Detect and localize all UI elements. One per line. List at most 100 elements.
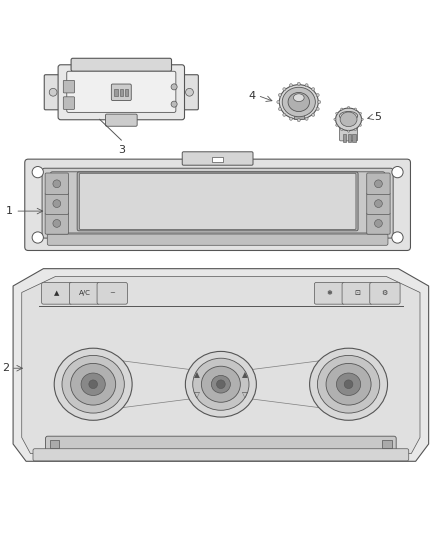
Text: 2: 2 [2, 363, 9, 373]
Bar [382, 440, 392, 448]
FancyBboxPatch shape [314, 282, 345, 304]
FancyBboxPatch shape [45, 213, 68, 234]
Circle shape [186, 88, 194, 96]
Ellipse shape [279, 93, 281, 96]
Bar [50, 440, 60, 448]
FancyBboxPatch shape [50, 172, 385, 233]
FancyBboxPatch shape [42, 282, 72, 304]
Ellipse shape [310, 348, 388, 421]
Polygon shape [22, 277, 420, 454]
Ellipse shape [312, 87, 315, 91]
Ellipse shape [288, 93, 310, 111]
Bar [114, 89, 118, 96]
FancyBboxPatch shape [367, 173, 390, 195]
Ellipse shape [336, 108, 361, 131]
Ellipse shape [305, 117, 308, 120]
Ellipse shape [340, 112, 357, 127]
Ellipse shape [334, 118, 336, 120]
Ellipse shape [354, 108, 357, 110]
Circle shape [49, 88, 57, 96]
Circle shape [374, 200, 382, 207]
Bar [120, 89, 123, 96]
Ellipse shape [71, 364, 116, 405]
Polygon shape [13, 269, 429, 461]
FancyBboxPatch shape [67, 71, 176, 112]
Ellipse shape [318, 101, 321, 103]
FancyBboxPatch shape [46, 436, 396, 451]
Ellipse shape [361, 118, 363, 120]
Ellipse shape [297, 119, 300, 122]
Ellipse shape [290, 117, 293, 120]
Polygon shape [89, 360, 353, 408]
FancyBboxPatch shape [182, 152, 253, 165]
Circle shape [32, 232, 43, 243]
Ellipse shape [290, 84, 293, 87]
Ellipse shape [354, 128, 357, 131]
FancyBboxPatch shape [106, 114, 137, 126]
FancyBboxPatch shape [339, 126, 358, 141]
FancyBboxPatch shape [367, 213, 390, 234]
Text: ▲: ▲ [194, 370, 200, 379]
Ellipse shape [339, 111, 358, 120]
Text: ▲: ▲ [54, 290, 60, 296]
Text: 4: 4 [248, 91, 255, 101]
FancyBboxPatch shape [79, 173, 356, 230]
FancyBboxPatch shape [69, 282, 100, 304]
Bar [343, 134, 346, 142]
Circle shape [374, 180, 382, 188]
Ellipse shape [282, 87, 315, 117]
Ellipse shape [212, 375, 230, 393]
Circle shape [53, 180, 61, 188]
Circle shape [89, 380, 98, 389]
FancyBboxPatch shape [367, 193, 390, 214]
FancyBboxPatch shape [58, 65, 184, 120]
Text: ❅: ❅ [327, 290, 332, 296]
Bar [348, 134, 351, 142]
FancyBboxPatch shape [47, 234, 388, 245]
Ellipse shape [283, 114, 286, 116]
FancyBboxPatch shape [42, 168, 393, 238]
Ellipse shape [293, 94, 304, 102]
FancyBboxPatch shape [370, 282, 400, 304]
Text: 3: 3 [118, 146, 125, 155]
Ellipse shape [193, 358, 249, 410]
Bar [212, 157, 223, 161]
Text: A/C: A/C [78, 290, 90, 296]
Bar [293, 111, 304, 119]
Circle shape [171, 84, 177, 90]
FancyBboxPatch shape [25, 159, 410, 251]
FancyBboxPatch shape [44, 75, 62, 110]
FancyBboxPatch shape [45, 193, 68, 214]
Ellipse shape [54, 348, 132, 421]
FancyBboxPatch shape [33, 449, 409, 461]
Ellipse shape [283, 87, 286, 91]
FancyBboxPatch shape [97, 282, 127, 304]
Ellipse shape [201, 366, 240, 402]
Ellipse shape [359, 112, 361, 115]
Ellipse shape [316, 108, 319, 110]
Bar [353, 134, 356, 142]
Ellipse shape [297, 82, 300, 85]
Ellipse shape [341, 128, 343, 131]
Ellipse shape [279, 85, 318, 119]
Circle shape [53, 220, 61, 227]
FancyBboxPatch shape [111, 84, 131, 101]
Ellipse shape [336, 124, 338, 126]
Ellipse shape [359, 124, 361, 126]
Circle shape [216, 380, 225, 389]
Circle shape [53, 200, 61, 207]
FancyBboxPatch shape [77, 172, 358, 231]
Bar [125, 89, 128, 96]
FancyBboxPatch shape [342, 282, 372, 304]
Circle shape [374, 220, 382, 227]
Ellipse shape [318, 356, 380, 413]
Ellipse shape [279, 108, 281, 110]
Circle shape [32, 166, 43, 178]
Text: ⊡: ⊡ [354, 290, 360, 296]
Ellipse shape [341, 108, 343, 110]
Text: ▲: ▲ [242, 370, 247, 379]
Ellipse shape [312, 114, 315, 116]
Ellipse shape [305, 84, 308, 87]
Circle shape [392, 166, 403, 178]
Ellipse shape [185, 351, 256, 417]
